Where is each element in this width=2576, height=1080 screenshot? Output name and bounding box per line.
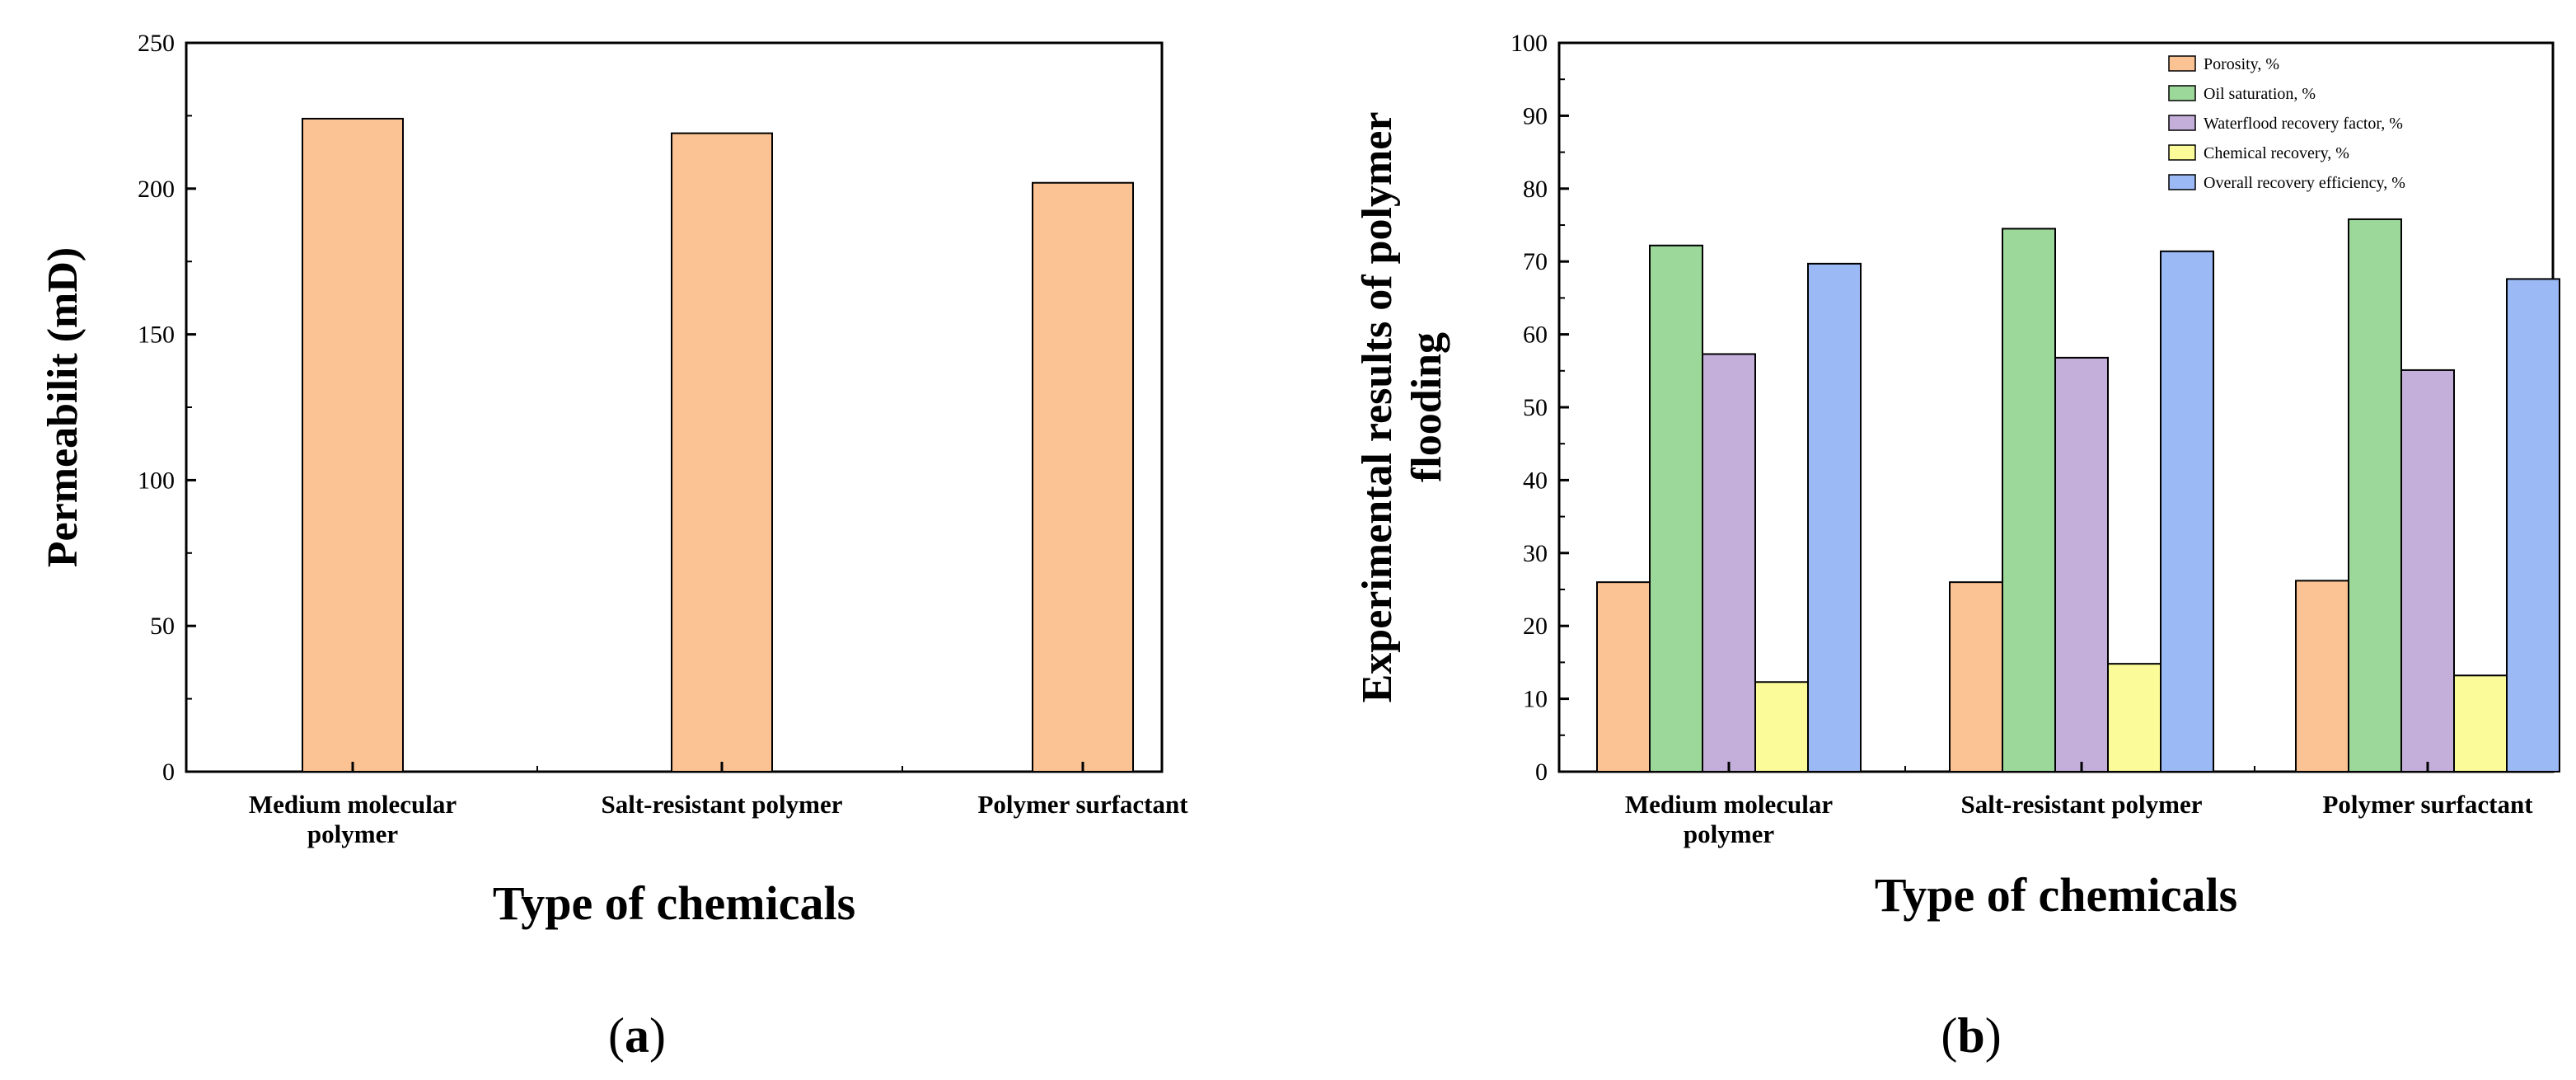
bars-a [302,117,1134,773]
legend-swatch [2168,85,2196,101]
y-axis-title-b: Experimental results of polymer flooding [1354,112,1450,703]
bar-a-s0-c1 [671,132,773,772]
bars-b [1596,218,2560,773]
y-tick-label: 90 [1523,102,1548,129]
bar-b-s0-c2 [2295,580,2349,773]
bar-b-s1-c1 [2002,228,2056,773]
bar-a-s0-c0 [302,117,404,773]
legend-label: Overall recovery efficiency, % [2204,174,2405,192]
legend-label: Chemical recovery, % [2204,144,2349,162]
x-axis-title-a: Type of chemicals [493,876,855,930]
bar-b-s2-c2 [2400,369,2455,772]
x-axis-title-b: Type of chemicals [1875,868,2237,922]
legend-label: Waterflood recovery factor, % [2204,115,2403,133]
y-tick-label: 0 [1535,758,1548,786]
y-tick-label: 50 [150,613,175,640]
bar-b-s4-c2 [2506,278,2560,772]
x-tick-label: Medium molecular [249,790,457,819]
y-tick-label: 80 [1523,176,1548,203]
chart-b: 0 10 20 30 40 50 60 70 80 90 100 Medium molecularp… [1354,30,2560,1063]
bar-b-s3-c1 [2107,663,2161,773]
legend-swatch [2168,144,2196,161]
legend-swatch [2168,55,2196,72]
y-tick-label: 10 [1523,686,1548,713]
y-tick-label: 70 [1523,248,1548,275]
x-tick-label: Salt-resistant polymer [1960,790,2202,819]
x-tick-label: Salt-resistant polymer [601,790,842,819]
bar-b-s2-c0 [1702,353,1756,772]
y-tick-label: 250 [138,30,175,57]
bar-b-s1-c2 [2348,218,2402,773]
x-tick-label: Polymer surfactant [977,790,1188,819]
y-axis-title-b-line1: Experimental results of polymer [1354,112,1401,703]
panel-label-b: (b) [1941,1008,2001,1063]
legend-swatch [2168,115,2196,131]
x-tick-label: Polymer surfactant [2322,790,2533,819]
x-tick-label: Medium molecular [1625,790,1833,819]
bar-b-s3-c2 [2453,674,2508,773]
y-tick-label: 40 [1523,467,1548,494]
y-tick-label: 0 [162,758,175,786]
x-tick-label: polymer [1684,819,1774,848]
y-tick-label: 150 [138,322,175,349]
bar-b-s2-c1 [2054,356,2109,772]
y-axis-b: 0 10 20 30 40 50 60 70 80 90 100 [1510,30,1569,786]
y-tick-label: 100 [138,467,175,494]
y-tick-label: 30 [1523,540,1548,567]
y-axis-a: 0 50 100 150 200 250 [138,30,196,786]
panel-label-a: (a) [608,1008,666,1063]
legend-label: Porosity, % [2204,55,2279,73]
y-tick-label: 50 [1523,394,1548,421]
legend-b: Porosity, % Oil saturation, % Waterflood r… [2168,55,2405,192]
bar-b-s4-c0 [1807,262,1862,772]
bar-b-s0-c1 [1949,581,2003,772]
legend-label: Oil saturation, % [2204,85,2316,103]
bar-b-s1-c0 [1649,244,1703,772]
bar-b-s0-c0 [1596,581,1651,772]
bar-b-s4-c1 [2160,250,2214,773]
y-tick-label: 200 [138,176,175,203]
y-tick-label: 100 [1510,30,1548,57]
x-tick-label: polymer [307,819,398,848]
y-axis-title-a: Permeabilit (mD) [40,247,87,567]
legend-swatch [2168,174,2196,190]
y-tick-label: 60 [1523,322,1548,349]
bar-b-s3-c0 [1754,681,1809,773]
y-axis-title-b-line2: flooding [1403,332,1450,482]
bar-a-s0-c2 [1032,181,1134,772]
y-tick-label: 20 [1523,613,1548,640]
